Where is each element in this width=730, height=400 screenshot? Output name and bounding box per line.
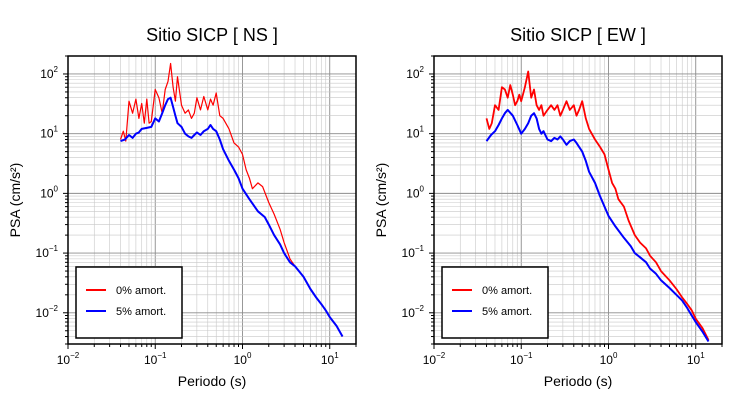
y-tick-label: 100 — [406, 184, 424, 200]
legend: 0% amort. 5% amort. — [441, 266, 549, 339]
chart-panel-ew: Sitio SICP [ EW ] 10−2 10−1 100 101 10−2 10−1… — [373, 25, 723, 389]
series-line-1 — [485, 108, 710, 343]
plot-frame — [67, 55, 357, 345]
legend-label-1: 5% amort. — [482, 306, 532, 318]
x-axis-label: Periodo (s) — [178, 373, 246, 389]
y-tick-label: 10−1 — [402, 244, 425, 260]
x-tick-label: 101 — [321, 351, 339, 367]
legend-box — [441, 266, 549, 339]
x-tick-label: 10−1 — [510, 351, 533, 367]
x-tick-label: 100 — [600, 351, 618, 367]
y-tick-label: 10−1 — [36, 244, 59, 260]
y-tick-label: 102 — [406, 65, 424, 81]
x-axis-label: Periodo (s) — [544, 373, 612, 389]
ticks — [63, 55, 357, 349]
legend-label-0: 0% amort. — [482, 285, 532, 297]
series-line-0 — [119, 62, 344, 337]
y-axis-label: PSA (cm/s²) — [373, 163, 389, 238]
x-tick-label: 10−2 — [57, 351, 80, 367]
chart-panel-ns: Sitio SICP [ NS ] 10−2 10−1 100 101 10−2 10−1… — [7, 25, 357, 389]
legend: 0% amort. 5% amort. — [75, 266, 183, 339]
y-tick-label: 102 — [40, 65, 58, 81]
x-tick-label: 100 — [234, 351, 252, 367]
series-line-0 — [485, 70, 710, 341]
ticks — [429, 55, 723, 349]
y-tick-label: 10−2 — [36, 304, 59, 320]
y-tick-label: 100 — [40, 184, 58, 200]
y-tick-label: 101 — [40, 125, 58, 141]
legend-box — [75, 266, 183, 339]
legend-label-0: 0% amort. — [116, 285, 166, 297]
series-line-1 — [120, 96, 344, 337]
tick-labels: 10−2 10−1 100 101 10−2 10−1 100 101 102 — [36, 65, 340, 367]
x-tick-label: 10−1 — [144, 351, 167, 367]
x-tick-label: 101 — [687, 351, 705, 367]
series-layer — [485, 70, 710, 343]
y-axis-label: PSA (cm/s²) — [7, 163, 23, 238]
tick-labels: 10−2 10−1 100 101 10−2 10−1 100 101 102 — [402, 65, 706, 367]
legend-label-1: 5% amort. — [116, 306, 166, 318]
x-tick-label: 10−2 — [423, 351, 446, 367]
chart-title: Sitio SICP [ NS ] — [146, 25, 278, 45]
chart-title: Sitio SICP [ EW ] — [510, 25, 646, 45]
y-tick-label: 10−2 — [402, 304, 425, 320]
y-tick-label: 101 — [406, 125, 424, 141]
plot-frame — [433, 55, 723, 345]
series-layer — [119, 62, 344, 337]
